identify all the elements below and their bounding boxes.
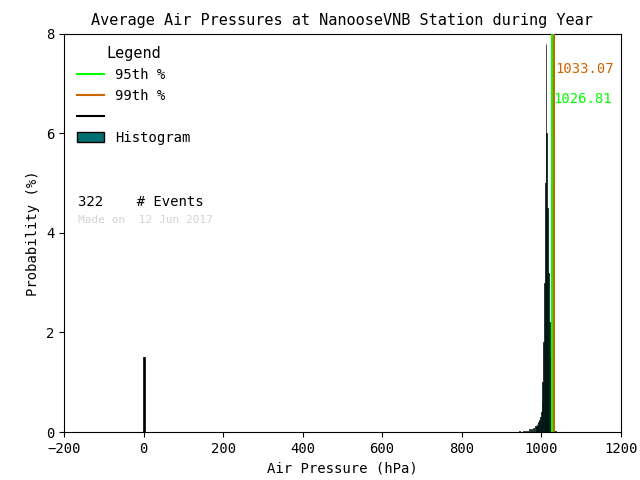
Bar	[535, 426, 536, 432]
Text: Made on  12 Jun 2017: Made on 12 Jun 2017	[78, 215, 213, 225]
Bar	[541, 402, 543, 432]
Title: Average Air Pressures at NanooseVNB Station during Year: Average Air Pressures at NanooseVNB Stat…	[92, 13, 593, 28]
Bar	[537, 424, 538, 432]
Text: 322    # Events: 322 # Events	[78, 195, 204, 209]
Bar	[543, 342, 544, 432]
Bar	[555, 431, 556, 432]
X-axis label: Air Pressure (hPa): Air Pressure (hPa)	[267, 461, 418, 475]
Bar	[550, 387, 551, 432]
Bar	[552, 420, 553, 432]
Legend: 95th %, 99th %, , Histogram: 95th %, 99th %, , Histogram	[71, 40, 196, 150]
Bar	[546, 44, 547, 432]
Text: 1033.07: 1033.07	[556, 62, 614, 76]
Bar	[538, 421, 540, 432]
Bar	[549, 323, 550, 432]
Bar	[536, 426, 537, 432]
Bar	[531, 429, 532, 432]
Bar	[547, 208, 548, 432]
Bar	[529, 429, 530, 432]
Bar	[544, 283, 545, 432]
Bar	[553, 426, 554, 432]
Bar	[533, 428, 534, 432]
Bar	[527, 431, 528, 432]
Bar	[548, 273, 549, 432]
Bar	[519, 431, 520, 432]
Y-axis label: Probability (%): Probability (%)	[26, 170, 40, 296]
Bar	[554, 431, 555, 432]
Bar	[540, 417, 541, 432]
Bar	[551, 407, 552, 432]
Bar	[143, 357, 145, 432]
Text: 1026.81: 1026.81	[553, 92, 612, 107]
Bar	[545, 183, 546, 432]
Bar	[523, 431, 524, 432]
